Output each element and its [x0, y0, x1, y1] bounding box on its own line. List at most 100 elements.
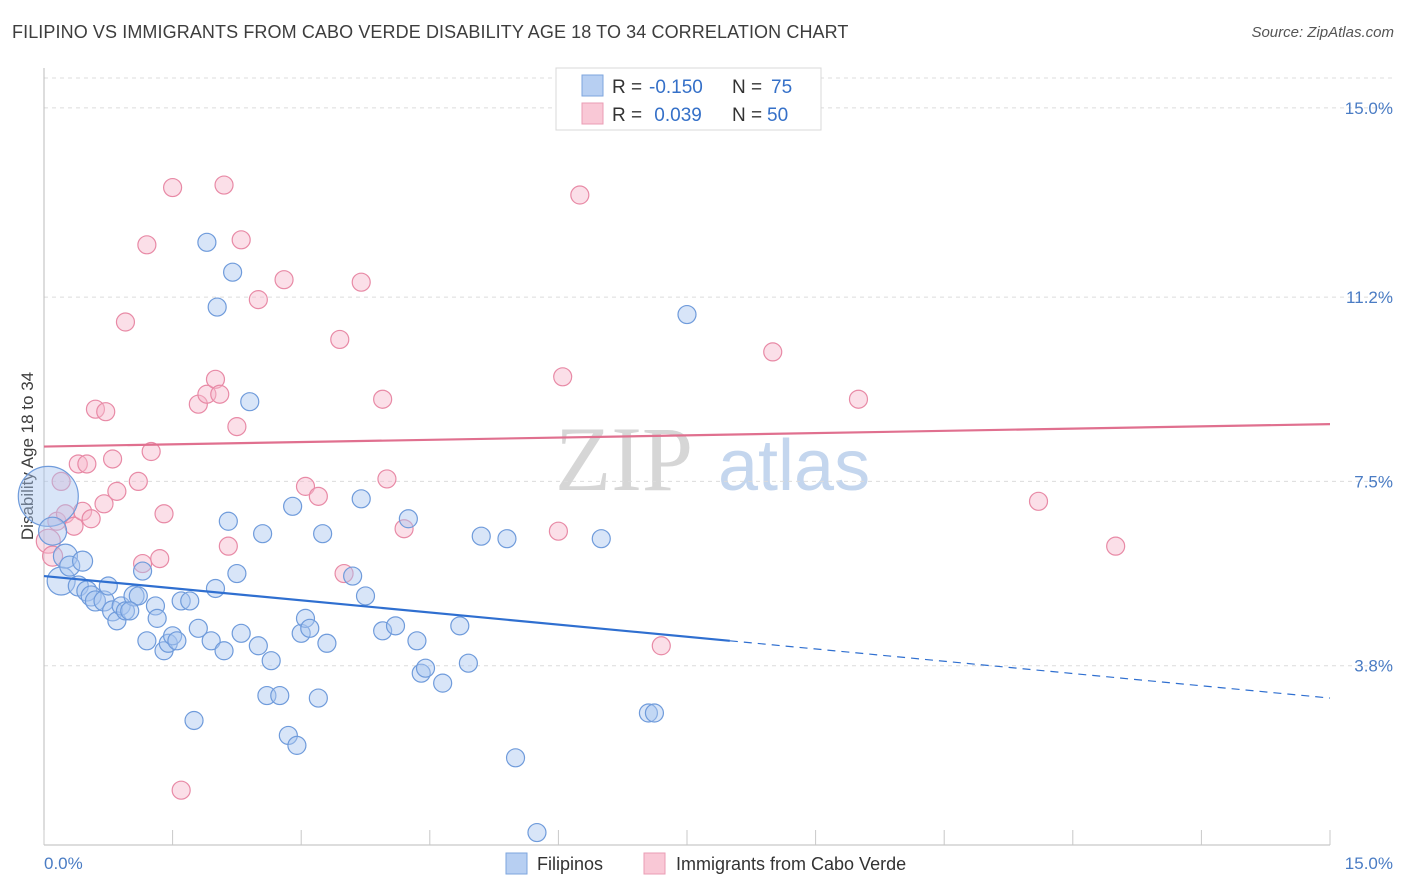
series-filipinos-points [17, 232, 697, 843]
data-point [41, 545, 64, 567]
bottom-legend-swatch-filipinos [505, 852, 528, 875]
data-point [59, 555, 81, 577]
data-point [141, 441, 161, 462]
x-ticks [43, 830, 1331, 845]
data-point [214, 641, 234, 661]
data-point [471, 526, 491, 546]
data-point [1106, 536, 1126, 556]
series-legend: Filipinos Immigrants from Cabo Verde [505, 852, 906, 875]
data-point [458, 653, 478, 673]
data-point [180, 591, 200, 611]
legend-swatch-filipinos [581, 74, 604, 97]
data-point [223, 262, 243, 282]
data-point [253, 524, 273, 544]
data-point [415, 658, 436, 678]
data-point [205, 369, 226, 389]
data-point [84, 590, 107, 612]
chart-title: FILIPINO VS IMMIGRANTS FROM CABO VERDE D… [12, 22, 849, 42]
bottom-legend-label-cabo: Immigrants from Cabo Verde [676, 854, 906, 874]
data-point [154, 504, 174, 524]
y-tick-labels: 3.8% 7.5% 11.2% 15.0% [1345, 99, 1393, 676]
legend-r-value-1: -0.150 [649, 77, 703, 98]
data-point [295, 476, 316, 496]
data-point [385, 616, 406, 636]
legend-n-value-2: 50 [767, 105, 788, 126]
gridlines [44, 77, 1392, 667]
data-point [295, 608, 316, 628]
source-label: Source: ZipAtlas.com [1251, 24, 1394, 41]
data-point [17, 465, 79, 527]
data-point [270, 685, 290, 706]
data-point [283, 496, 303, 516]
data-point [205, 578, 226, 599]
data-point [210, 384, 230, 404]
data-point [98, 576, 118, 596]
data-point [343, 566, 363, 586]
data-point [218, 511, 238, 531]
data-point [240, 392, 260, 412]
data-point [377, 469, 397, 489]
data-point [81, 509, 101, 529]
data-point [553, 367, 573, 387]
trend-line-cabo-verde [43, 423, 1331, 448]
data-point [115, 312, 136, 332]
data-point [287, 735, 307, 755]
data-point [308, 688, 328, 708]
data-point [351, 489, 371, 509]
data-point [570, 185, 590, 205]
data-point [548, 521, 569, 541]
data-point [120, 601, 140, 621]
x-tick-label-max: 15.0% [1345, 854, 1393, 873]
x-tick-label-min: 0.0% [44, 854, 83, 873]
legend-n-label-1: N = [732, 77, 762, 98]
data-point [300, 618, 320, 638]
y-tick-label: 3.8% [1354, 657, 1393, 676]
series-cabo-verde-points [35, 175, 1126, 800]
data-point [207, 297, 227, 317]
legend-r-label-1: R = [612, 77, 642, 98]
data-point [330, 329, 350, 350]
data-point [77, 454, 97, 474]
y-tick-label: 15.0% [1345, 99, 1393, 118]
data-point [308, 486, 328, 506]
y-tick-label: 11.2% [1346, 288, 1393, 307]
correlation-legend: R = -0.150 N = 75 R = 0.039 N = 50 [555, 67, 822, 131]
data-point [373, 621, 393, 641]
data-point [398, 509, 418, 529]
data-point [677, 304, 697, 325]
data-point [313, 524, 333, 544]
data-point [71, 550, 94, 572]
trend-line-filipinos-extension [729, 640, 1331, 699]
data-point [128, 471, 148, 492]
data-point [147, 608, 167, 628]
trend-lines [43, 423, 1331, 699]
bottom-legend-swatch-cabo [643, 852, 666, 875]
data-point [64, 516, 84, 536]
data-point [137, 631, 157, 651]
y-tick-label: 7.5% [1354, 472, 1393, 491]
data-point [373, 389, 393, 409]
data-point [651, 636, 671, 656]
data-point [107, 481, 127, 501]
data-point [35, 528, 61, 554]
bottom-legend-label-filipinos: Filipinos [537, 854, 603, 874]
data-point [167, 631, 187, 651]
data-point [132, 561, 153, 581]
data-point [197, 232, 217, 252]
data-point [102, 449, 123, 469]
data-point [638, 703, 659, 723]
data-point [394, 519, 414, 539]
data-point [96, 402, 116, 422]
data-point [218, 536, 238, 556]
data-point [37, 516, 68, 546]
trend-line-filipinos [43, 574, 730, 642]
watermark-zip: ZIP [555, 408, 693, 510]
data-point [137, 235, 157, 255]
legend-swatch-cabo [581, 102, 604, 125]
data-point [123, 585, 145, 607]
legend-r-value-2: 0.039 [649, 105, 702, 126]
data-point [274, 270, 294, 290]
data-point [1028, 491, 1049, 511]
data-point [231, 623, 251, 643]
